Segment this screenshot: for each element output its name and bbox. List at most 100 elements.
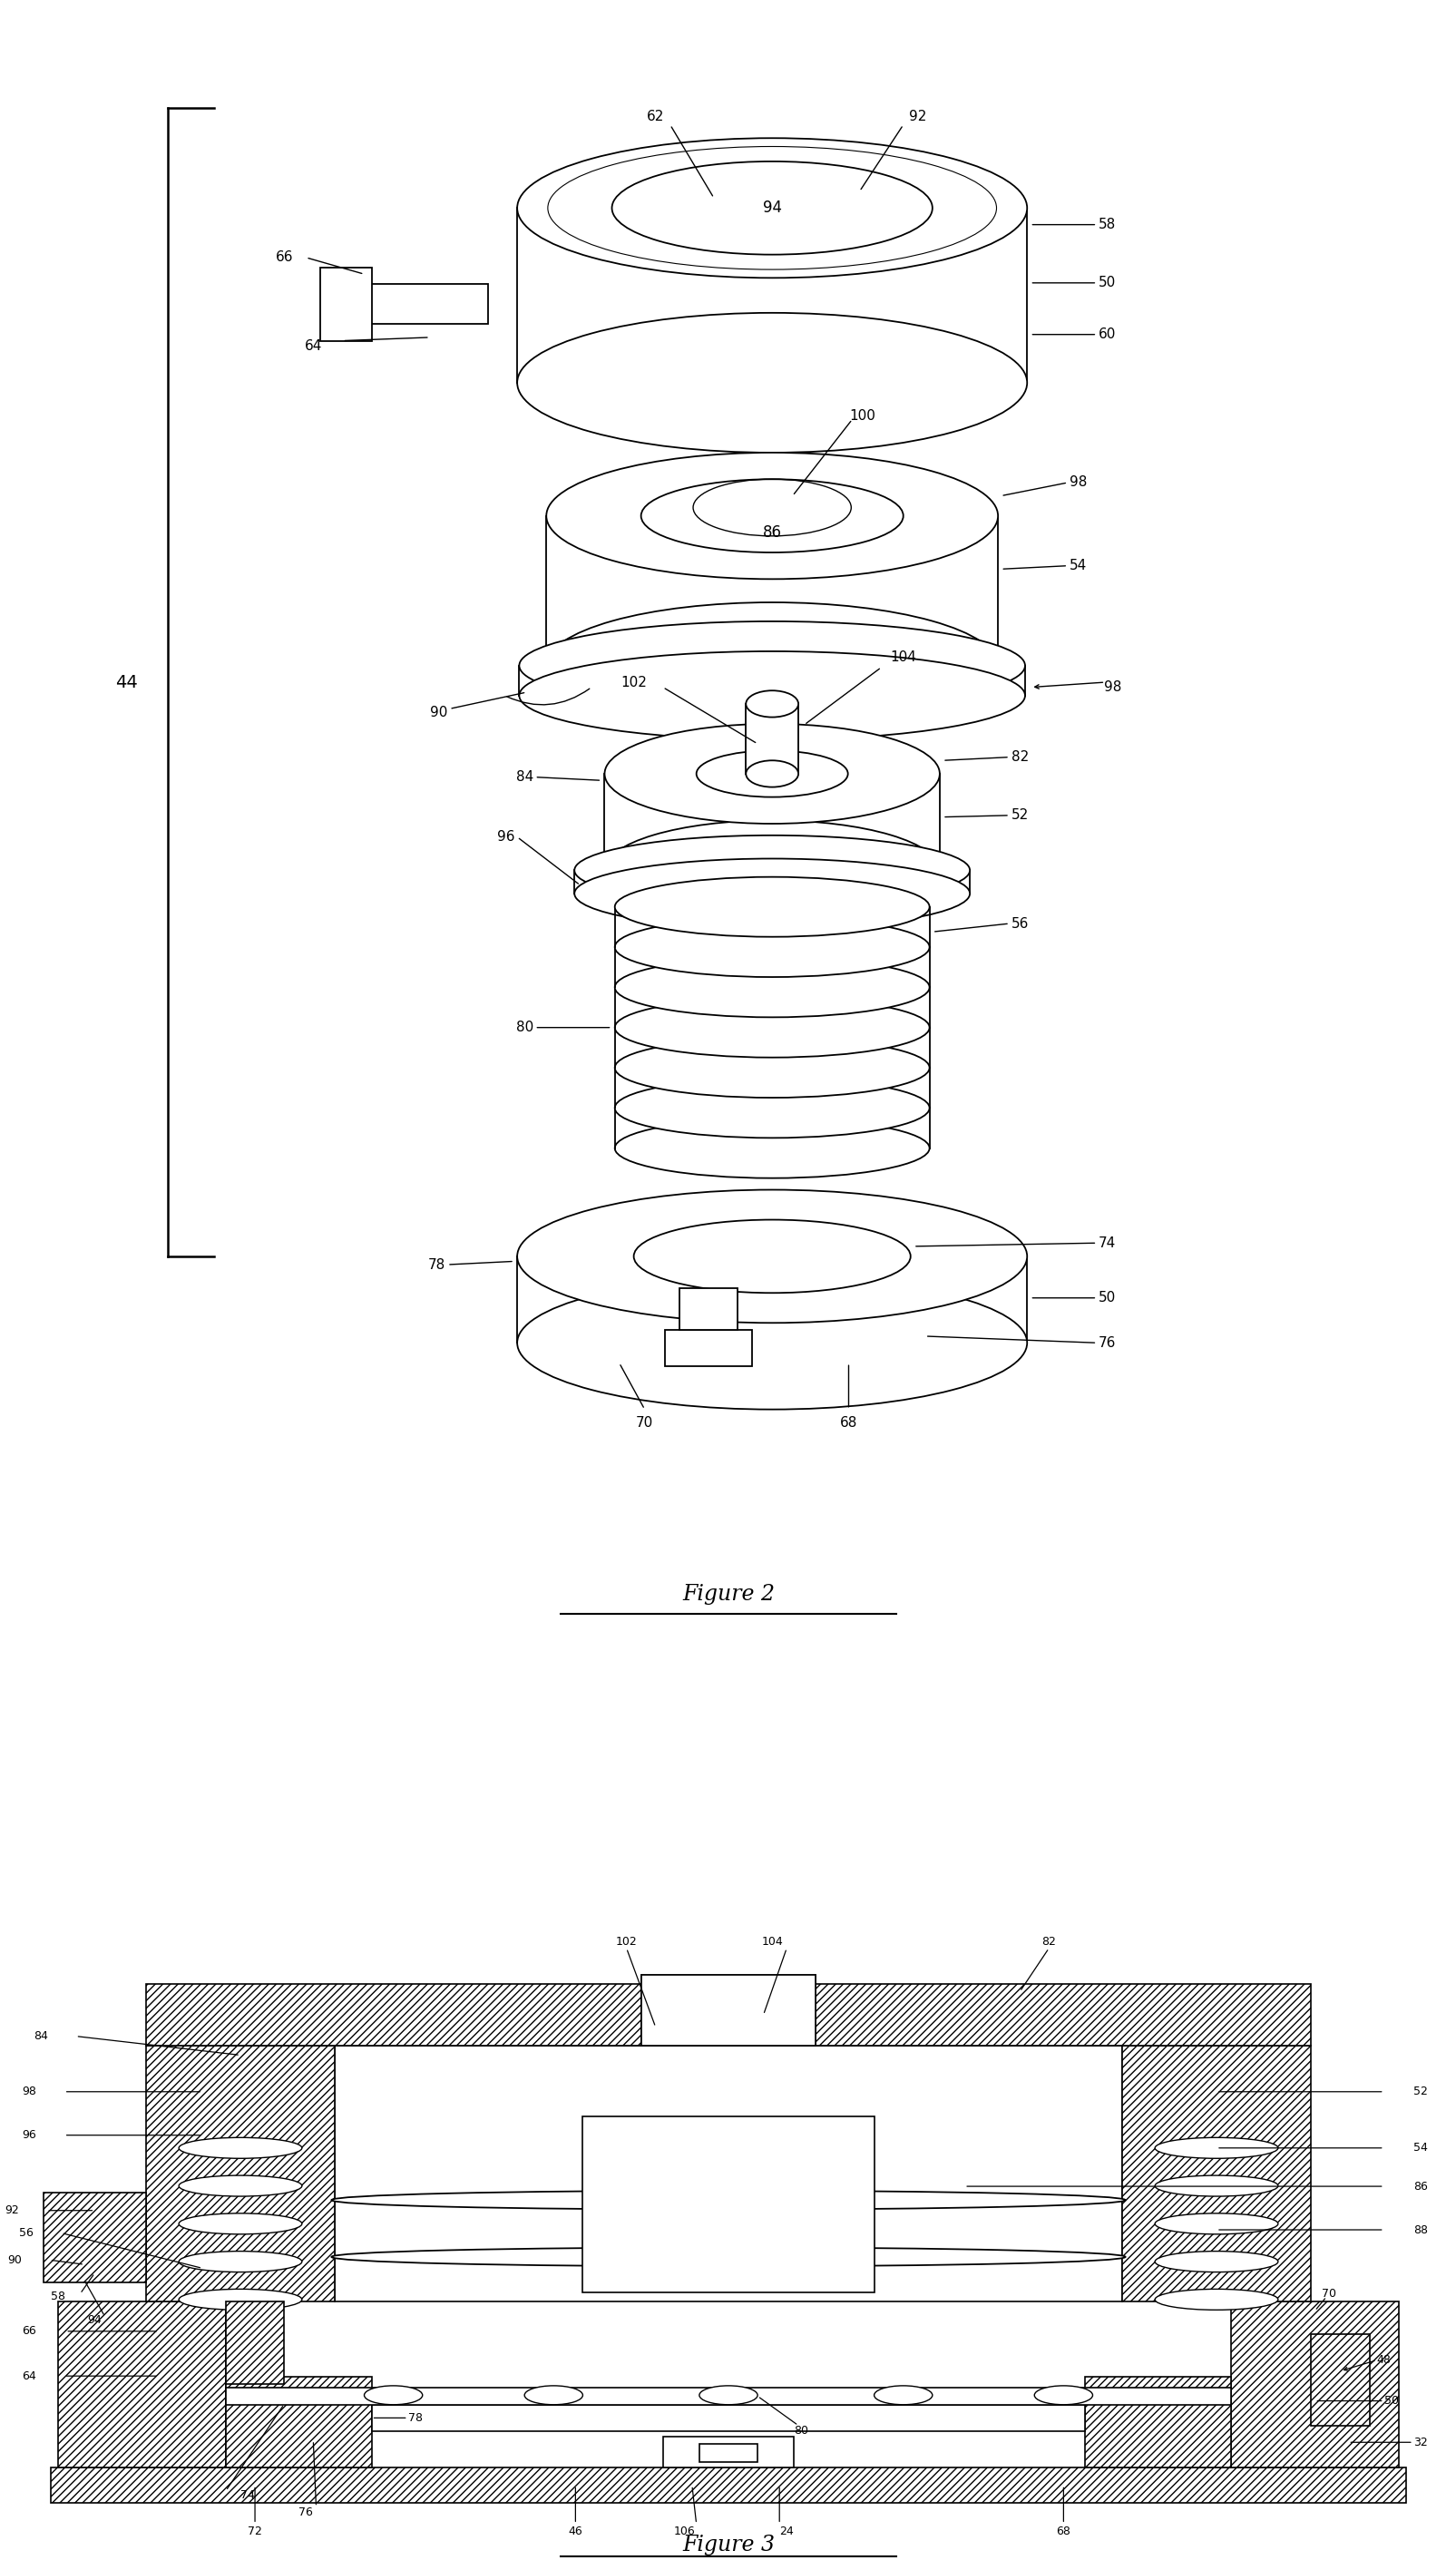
Bar — [1085, 2378, 1230, 2468]
Text: 84: 84 — [33, 2030, 48, 2043]
Text: 70: 70 — [1322, 2289, 1335, 2299]
Ellipse shape — [604, 819, 939, 919]
Ellipse shape — [1155, 2250, 1277, 2273]
Text: 52: 52 — [1412, 2086, 1427, 2097]
Ellipse shape — [179, 2214, 301, 2235]
Text: 88: 88 — [1412, 2225, 1427, 2235]
Text: 98: 98 — [22, 2086, 36, 2097]
Text: 56: 56 — [1010, 916, 1028, 929]
Bar — [604, 773, 939, 870]
Ellipse shape — [696, 750, 847, 796]
Text: 76: 76 — [1098, 1336, 1115, 1349]
Text: 80: 80 — [794, 2424, 808, 2437]
Ellipse shape — [517, 1190, 1026, 1324]
Ellipse shape — [574, 858, 970, 929]
Ellipse shape — [518, 622, 1025, 709]
Ellipse shape — [614, 878, 929, 937]
Ellipse shape — [574, 835, 970, 906]
Text: 54: 54 — [1069, 558, 1086, 573]
Bar — [51, 2468, 1405, 2504]
Text: 104: 104 — [761, 1935, 782, 1948]
Ellipse shape — [179, 2138, 301, 2158]
Text: 72: 72 — [248, 2527, 262, 2537]
Text: 48: 48 — [1376, 2355, 1390, 2365]
Text: 92: 92 — [4, 2204, 19, 2217]
Text: Figure 3: Figure 3 — [681, 2534, 775, 2555]
Text: 82: 82 — [1041, 1935, 1056, 1948]
Ellipse shape — [546, 602, 997, 730]
Ellipse shape — [179, 2289, 301, 2309]
Text: 96: 96 — [496, 829, 514, 845]
Bar — [745, 704, 798, 773]
Text: 58: 58 — [1098, 218, 1115, 230]
Ellipse shape — [517, 138, 1026, 279]
Text: 62: 62 — [646, 110, 664, 123]
Text: 82: 82 — [1010, 750, 1028, 763]
Text: 96: 96 — [22, 2130, 36, 2140]
Ellipse shape — [364, 2386, 422, 2404]
Ellipse shape — [518, 650, 1025, 740]
Text: 102: 102 — [616, 1935, 636, 1948]
Ellipse shape — [331, 2191, 1124, 2209]
Ellipse shape — [745, 760, 798, 786]
Text: 70: 70 — [636, 1416, 652, 1428]
Bar — [226, 2378, 371, 2468]
Bar — [518, 666, 1025, 696]
Ellipse shape — [524, 2386, 582, 2404]
Ellipse shape — [641, 479, 903, 553]
Bar — [699, 2442, 757, 2463]
Bar — [641, 1974, 815, 2045]
Ellipse shape — [517, 1277, 1026, 1411]
Text: 106: 106 — [674, 2527, 695, 2537]
Ellipse shape — [331, 2248, 1124, 2266]
Bar — [58, 2301, 226, 2468]
Bar — [664, 1329, 751, 1367]
Text: 76: 76 — [298, 2506, 313, 2519]
Text: 68: 68 — [839, 1416, 858, 1428]
Text: 92: 92 — [909, 110, 926, 123]
Ellipse shape — [745, 691, 798, 717]
Ellipse shape — [1034, 2386, 1092, 2404]
Text: 84: 84 — [515, 771, 533, 783]
Ellipse shape — [1155, 2214, 1277, 2235]
Bar — [517, 207, 1026, 381]
Text: 66: 66 — [22, 2324, 36, 2337]
Text: 24: 24 — [779, 2527, 794, 2537]
Bar — [335, 2045, 1121, 2301]
Text: 98: 98 — [1069, 476, 1086, 489]
Bar — [574, 870, 970, 893]
Text: 90: 90 — [430, 707, 447, 719]
Ellipse shape — [179, 2250, 301, 2273]
Text: 100: 100 — [849, 410, 875, 422]
Bar — [517, 1257, 1026, 1344]
Bar — [146, 1984, 1310, 2045]
Text: 64: 64 — [22, 2371, 36, 2381]
Text: 54: 54 — [1412, 2143, 1427, 2153]
Text: 90: 90 — [7, 2253, 22, 2266]
Bar — [226, 2388, 1230, 2404]
Bar — [320, 266, 371, 340]
Bar — [226, 2301, 284, 2383]
Text: 56: 56 — [19, 2227, 33, 2240]
Text: Figure 2: Figure 2 — [681, 1585, 775, 1605]
Text: 58: 58 — [51, 2291, 66, 2301]
Text: 66: 66 — [275, 251, 293, 264]
Text: 94: 94 — [87, 2314, 102, 2327]
Text: 32: 32 — [1412, 2437, 1427, 2447]
Ellipse shape — [1155, 2289, 1277, 2309]
Text: 74: 74 — [1098, 1236, 1115, 1249]
Bar — [364, 284, 488, 325]
Bar — [641, 1974, 815, 2045]
Ellipse shape — [1155, 2176, 1277, 2196]
Ellipse shape — [614, 1037, 929, 1098]
Text: 80: 80 — [515, 1021, 533, 1034]
Text: 68: 68 — [1056, 2527, 1070, 2537]
Text: 64: 64 — [304, 338, 322, 353]
Ellipse shape — [1155, 2138, 1277, 2158]
Ellipse shape — [179, 2176, 301, 2196]
Ellipse shape — [614, 916, 929, 978]
Text: 60: 60 — [1098, 328, 1115, 340]
Ellipse shape — [517, 312, 1026, 453]
Bar — [546, 515, 997, 666]
Text: 104: 104 — [890, 650, 916, 663]
